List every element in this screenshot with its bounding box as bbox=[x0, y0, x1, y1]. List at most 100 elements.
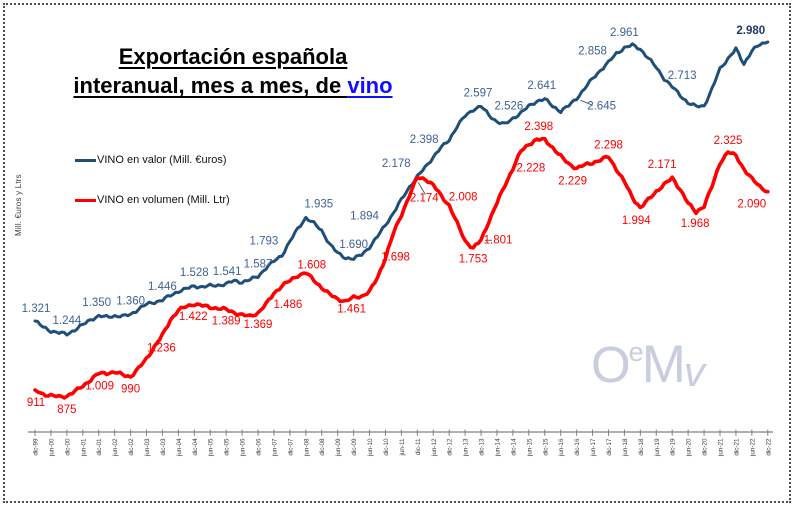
x-axis-tick-label: jun-12 bbox=[431, 438, 438, 457]
x-axis-tick-label: dic-12 bbox=[447, 438, 454, 456]
data-label-volumen: 2.298 bbox=[594, 140, 623, 152]
data-label-volumen: 1.422 bbox=[179, 311, 208, 323]
data-label-volumen: 1.486 bbox=[274, 299, 303, 311]
data-label-volumen: 2.228 bbox=[517, 162, 546, 174]
x-axis-tick-label: jun-19 bbox=[654, 438, 661, 457]
data-label-valor: 2.398 bbox=[410, 134, 439, 146]
data-label-valor: 2.178 bbox=[382, 158, 411, 170]
x-axis-tick-label: jun-22 bbox=[749, 438, 756, 457]
data-label-valor: 1.793 bbox=[250, 236, 279, 248]
data-label-valor: 1.360 bbox=[116, 295, 145, 307]
x-axis-tick-label: dic-07 bbox=[287, 438, 294, 456]
data-label-valor: 1.446 bbox=[148, 281, 177, 293]
x-axis-tick-label: dic-00 bbox=[64, 438, 71, 456]
x-axis-tick-label: dic-02 bbox=[128, 438, 135, 456]
data-label-volumen: 2.174 bbox=[410, 193, 439, 205]
data-label-valor: 2.713 bbox=[668, 70, 697, 82]
data-label-valor: 1.587 bbox=[244, 258, 273, 270]
legend-label-valor: VINO en valor (Mill. €uros) bbox=[97, 154, 227, 166]
x-axis-tick-label: dic-22 bbox=[765, 438, 772, 456]
data-label-volumen: 2.171 bbox=[648, 159, 677, 171]
data-label-volumen: 2.325 bbox=[714, 135, 743, 147]
x-axis-tick-label: dic-18 bbox=[638, 438, 645, 456]
data-label-volumen: 2.090 bbox=[737, 199, 766, 211]
x-axis-tick-label: dic-08 bbox=[319, 438, 326, 456]
oemv-watermark-logo: OeMv bbox=[591, 322, 705, 408]
x-axis-tick-label: dic-04 bbox=[192, 438, 199, 456]
x-axis-tick-label: dic-06 bbox=[256, 438, 263, 456]
data-label-valor: 2.980 bbox=[736, 25, 765, 37]
data-label-valor: 1.690 bbox=[339, 239, 368, 251]
x-axis-tick-label: dic-16 bbox=[574, 438, 581, 456]
x-axis-tick-label: dic-05 bbox=[224, 438, 231, 456]
data-label-valor: 2.961 bbox=[610, 27, 639, 39]
data-label-valor: 1.541 bbox=[213, 266, 242, 278]
x-axis-tick-label: jun-07 bbox=[271, 438, 278, 457]
watermark-letter: e bbox=[628, 337, 644, 367]
data-label-valor: 1.528 bbox=[180, 267, 209, 279]
x-axis-tick-label: jun-04 bbox=[176, 438, 183, 457]
x-axis-tick-label: jun-05 bbox=[208, 438, 215, 457]
x-axis-tick-label: dic-21 bbox=[733, 438, 740, 456]
data-label-valor: 1.244 bbox=[53, 315, 82, 327]
data-label-leader-line bbox=[580, 99, 593, 106]
watermark-letter: O bbox=[591, 336, 631, 393]
legend-item-valor: VINO en valor (Mill. €uros) bbox=[75, 153, 230, 167]
data-label-valor: 2.645 bbox=[587, 100, 616, 112]
data-label-valor: 1.350 bbox=[82, 297, 111, 309]
data-label-valor: 1.935 bbox=[304, 199, 333, 211]
x-axis-tick-label: dic-03 bbox=[160, 438, 167, 456]
data-label-volumen: 1.994 bbox=[622, 215, 651, 227]
data-label-volumen: 1.389 bbox=[212, 316, 241, 328]
x-axis-tick-label: jun-01 bbox=[80, 438, 87, 457]
x-axis-tick-label: jun-21 bbox=[718, 438, 725, 457]
data-label-valor: 2.858 bbox=[578, 46, 607, 58]
x-axis-tick-label: jun-06 bbox=[240, 438, 247, 457]
data-label-volumen: 990 bbox=[121, 384, 140, 396]
x-axis-tick-label: jun-11 bbox=[399, 438, 406, 457]
data-label-valor: 1.321 bbox=[22, 303, 51, 315]
x-axis-tick-label: jun-20 bbox=[686, 438, 693, 457]
x-axis-tick-label: dic-17 bbox=[606, 438, 613, 456]
x-axis-tick-label: dic-99 bbox=[33, 438, 40, 456]
data-label-volumen: 1.753 bbox=[459, 253, 488, 265]
vino-link[interactable]: vino bbox=[347, 73, 393, 98]
data-label-volumen: 1.608 bbox=[297, 260, 326, 272]
legend: VINO en valor (Mill. €uros) VINO en volu… bbox=[75, 153, 230, 233]
x-axis-tick-label: dic-10 bbox=[383, 438, 390, 456]
x-axis-tick-label: jun-18 bbox=[622, 438, 629, 457]
x-axis-tick-label: dic-13 bbox=[479, 438, 486, 456]
volumen-line-swatch-icon bbox=[75, 198, 96, 202]
valor-line-swatch-icon bbox=[75, 158, 96, 162]
page-title-line2-text: interanual, mes a mes, de bbox=[73, 73, 348, 98]
data-label-volumen: 2.008 bbox=[449, 191, 478, 203]
x-axis-tick-label: jun-14 bbox=[495, 438, 502, 457]
x-axis-tick-label: dic-15 bbox=[542, 438, 549, 456]
x-axis-tick-label: dic-11 bbox=[415, 438, 422, 455]
x-axis-tick-label: dic-19 bbox=[670, 438, 677, 456]
x-axis-tick-label: jun-13 bbox=[463, 438, 470, 457]
x-axis-tick-label: jun-16 bbox=[558, 438, 565, 457]
x-axis-tick-label: jun-00 bbox=[48, 438, 55, 457]
x-axis-tick-label: dic-20 bbox=[702, 438, 709, 456]
x-axis-tick-label: dic-14 bbox=[510, 438, 517, 456]
x-axis-tick-label: jun-17 bbox=[590, 438, 597, 457]
data-label-valor: 2.641 bbox=[527, 80, 556, 92]
data-label-volumen: 2.398 bbox=[524, 121, 553, 133]
data-label-valor: 2.597 bbox=[464, 87, 493, 99]
data-label-volumen: 875 bbox=[57, 404, 76, 416]
watermark-letter: v bbox=[683, 348, 705, 395]
x-axis-tick-label: dic-01 bbox=[96, 438, 103, 456]
data-label-volumen: 911 bbox=[27, 397, 45, 409]
data-label-volumen: 2.229 bbox=[558, 175, 587, 187]
data-label-volumen: 1.369 bbox=[244, 319, 273, 331]
page-title-line2: interanual, mes a mes, de vino bbox=[47, 71, 419, 100]
data-label-volumen: 1.698 bbox=[381, 252, 410, 264]
data-label-volumen: 1.236 bbox=[147, 342, 176, 354]
series-line-valor bbox=[33, 40, 770, 337]
data-label-valor: 1.894 bbox=[350, 211, 379, 223]
data-label-volumen: 1.009 bbox=[85, 381, 114, 393]
watermark-letter: M bbox=[641, 335, 686, 394]
